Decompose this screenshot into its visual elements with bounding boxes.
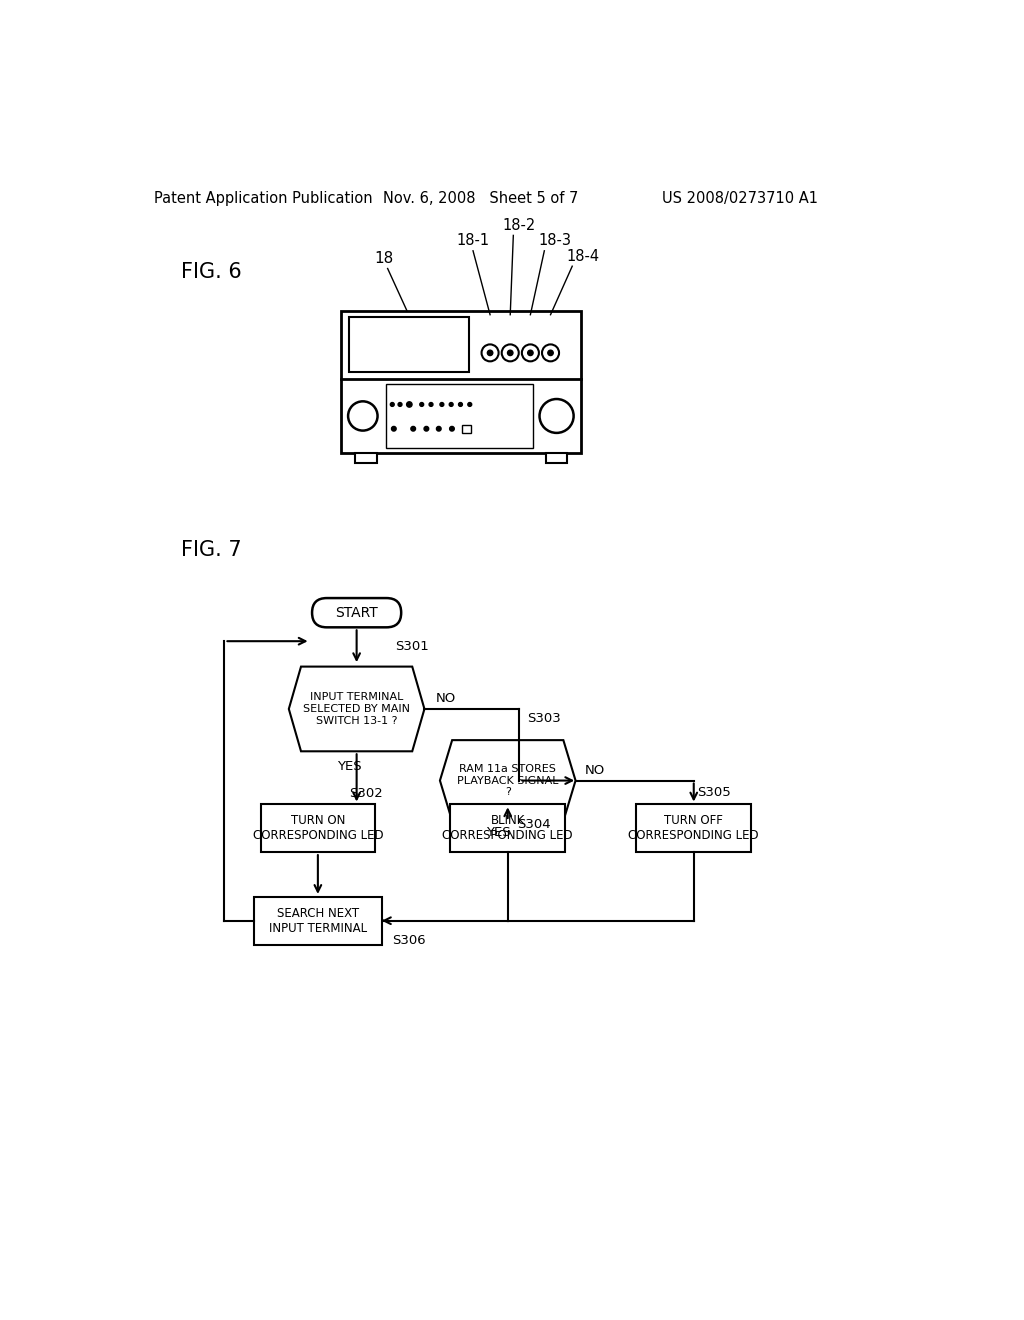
- Text: Nov. 6, 2008   Sheet 5 of 7: Nov. 6, 2008 Sheet 5 of 7: [383, 191, 579, 206]
- Circle shape: [450, 426, 455, 432]
- Text: S304: S304: [517, 818, 551, 832]
- Text: FIG. 7: FIG. 7: [181, 540, 242, 560]
- Text: FIG. 6: FIG. 6: [181, 263, 242, 282]
- Bar: [546, 453, 567, 462]
- Text: S306: S306: [392, 935, 426, 948]
- Circle shape: [548, 350, 553, 355]
- Bar: [636, 804, 751, 853]
- Circle shape: [527, 350, 534, 355]
- Text: S305: S305: [697, 785, 731, 799]
- Bar: [355, 453, 377, 462]
- Bar: [341, 312, 582, 453]
- Text: NO: NO: [585, 764, 605, 777]
- Circle shape: [468, 403, 472, 407]
- Circle shape: [487, 350, 493, 355]
- Text: 18-4: 18-4: [566, 248, 600, 264]
- Text: YES: YES: [337, 760, 361, 774]
- Text: 18-2: 18-2: [503, 218, 537, 232]
- Text: NO: NO: [436, 693, 457, 705]
- Circle shape: [398, 403, 402, 407]
- Circle shape: [411, 426, 416, 432]
- Bar: [386, 384, 534, 447]
- Circle shape: [390, 403, 394, 407]
- Text: US 2008/0273710 A1: US 2008/0273710 A1: [663, 191, 818, 206]
- Polygon shape: [289, 667, 424, 751]
- Text: BLINK
CORRESPONDING LED: BLINK CORRESPONDING LED: [442, 814, 573, 842]
- Bar: [451, 804, 565, 853]
- Bar: [349, 317, 469, 372]
- Text: Patent Application Publication: Patent Application Publication: [155, 191, 373, 206]
- Circle shape: [440, 403, 443, 407]
- Text: S303: S303: [527, 713, 561, 726]
- Text: S302: S302: [349, 787, 383, 800]
- Bar: [462, 425, 471, 433]
- Text: 18-3: 18-3: [539, 234, 571, 248]
- Circle shape: [391, 426, 396, 432]
- Text: 18-1: 18-1: [457, 234, 489, 248]
- Circle shape: [436, 426, 441, 432]
- Text: RAM 11a STORES
PLAYBACK SIGNAL
?: RAM 11a STORES PLAYBACK SIGNAL ?: [457, 764, 558, 797]
- Circle shape: [508, 350, 513, 355]
- Text: START: START: [335, 606, 378, 619]
- Text: TURN ON
CORRESPONDING LED: TURN ON CORRESPONDING LED: [253, 814, 383, 842]
- Circle shape: [424, 426, 429, 432]
- Circle shape: [420, 403, 424, 407]
- Circle shape: [459, 403, 463, 407]
- Polygon shape: [440, 741, 575, 821]
- Text: 18: 18: [374, 251, 393, 267]
- Text: SEARCH NEXT
INPUT TERMINAL: SEARCH NEXT INPUT TERMINAL: [269, 907, 367, 935]
- Bar: [254, 896, 382, 945]
- Text: TURN OFF
CORRESPONDING LED: TURN OFF CORRESPONDING LED: [629, 814, 759, 842]
- Bar: [260, 804, 375, 853]
- Circle shape: [429, 403, 433, 407]
- Circle shape: [450, 403, 453, 407]
- Text: INPUT TERMINAL
SELECTED BY MAIN
SWITCH 13-1 ?: INPUT TERMINAL SELECTED BY MAIN SWITCH 1…: [303, 693, 411, 726]
- FancyBboxPatch shape: [312, 598, 401, 627]
- Text: S301: S301: [395, 640, 429, 653]
- Circle shape: [407, 401, 412, 407]
- Text: YES: YES: [486, 826, 511, 840]
